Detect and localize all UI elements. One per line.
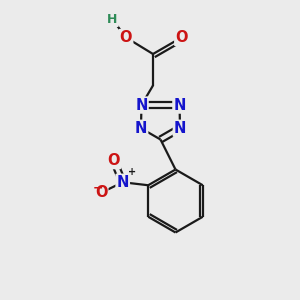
Text: +: + [128, 167, 136, 177]
Text: N: N [174, 121, 186, 136]
Text: O: O [120, 30, 132, 45]
Text: O: O [107, 153, 120, 168]
Text: N: N [116, 175, 129, 190]
Text: H: H [107, 13, 118, 26]
Text: −: − [93, 181, 103, 194]
Text: N: N [173, 98, 186, 112]
Text: O: O [95, 185, 107, 200]
Text: N: N [135, 98, 148, 112]
Text: N: N [135, 121, 147, 136]
Text: O: O [175, 30, 188, 45]
